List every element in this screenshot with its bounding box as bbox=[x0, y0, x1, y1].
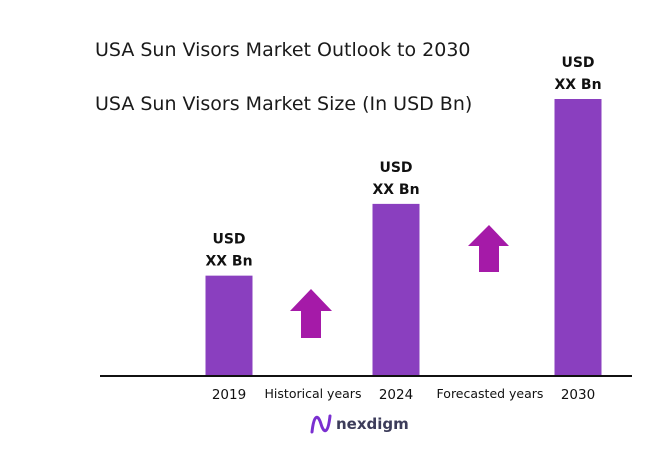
bar-2024 bbox=[372, 203, 420, 375]
bars-layer bbox=[205, 99, 602, 375]
value-label-2030-line1: USD bbox=[561, 55, 594, 71]
nexdigm-logo-icon bbox=[310, 414, 332, 434]
value-label-2030-line2: XX Bn bbox=[554, 77, 601, 93]
brand-name: nexdigm bbox=[336, 415, 409, 433]
forecasted-years-label: Forecasted years bbox=[437, 386, 544, 401]
x-tick-2024: 2024 bbox=[379, 387, 413, 403]
x-tick-labels: 2019 2024 2030 bbox=[212, 387, 595, 403]
chart-title: USA Sun Visors Market Outlook to 2030 bbox=[95, 39, 471, 61]
value-label-2019-line1: USD bbox=[212, 232, 245, 248]
historical-years-label: Historical years bbox=[265, 386, 362, 401]
value-label-2024-line2: XX Bn bbox=[372, 182, 419, 198]
historical-growth-arrow-icon bbox=[290, 289, 332, 338]
chart-subtitle: USA Sun Visors Market Size (In USD Bn) bbox=[95, 93, 472, 115]
x-tick-2019: 2019 bbox=[212, 387, 246, 403]
value-labels-layer: USD XX Bn USD XX Bn USD XX Bn bbox=[205, 55, 601, 270]
bar-2030 bbox=[554, 99, 602, 375]
bar-2019 bbox=[205, 275, 253, 375]
forecast-growth-arrow-icon bbox=[468, 225, 509, 272]
value-label-2019-line2: XX Bn bbox=[205, 254, 252, 270]
brand-logo: nexdigm bbox=[310, 414, 409, 434]
x-tick-2030: 2030 bbox=[561, 387, 595, 403]
value-label-2024-line1: USD bbox=[379, 160, 412, 176]
